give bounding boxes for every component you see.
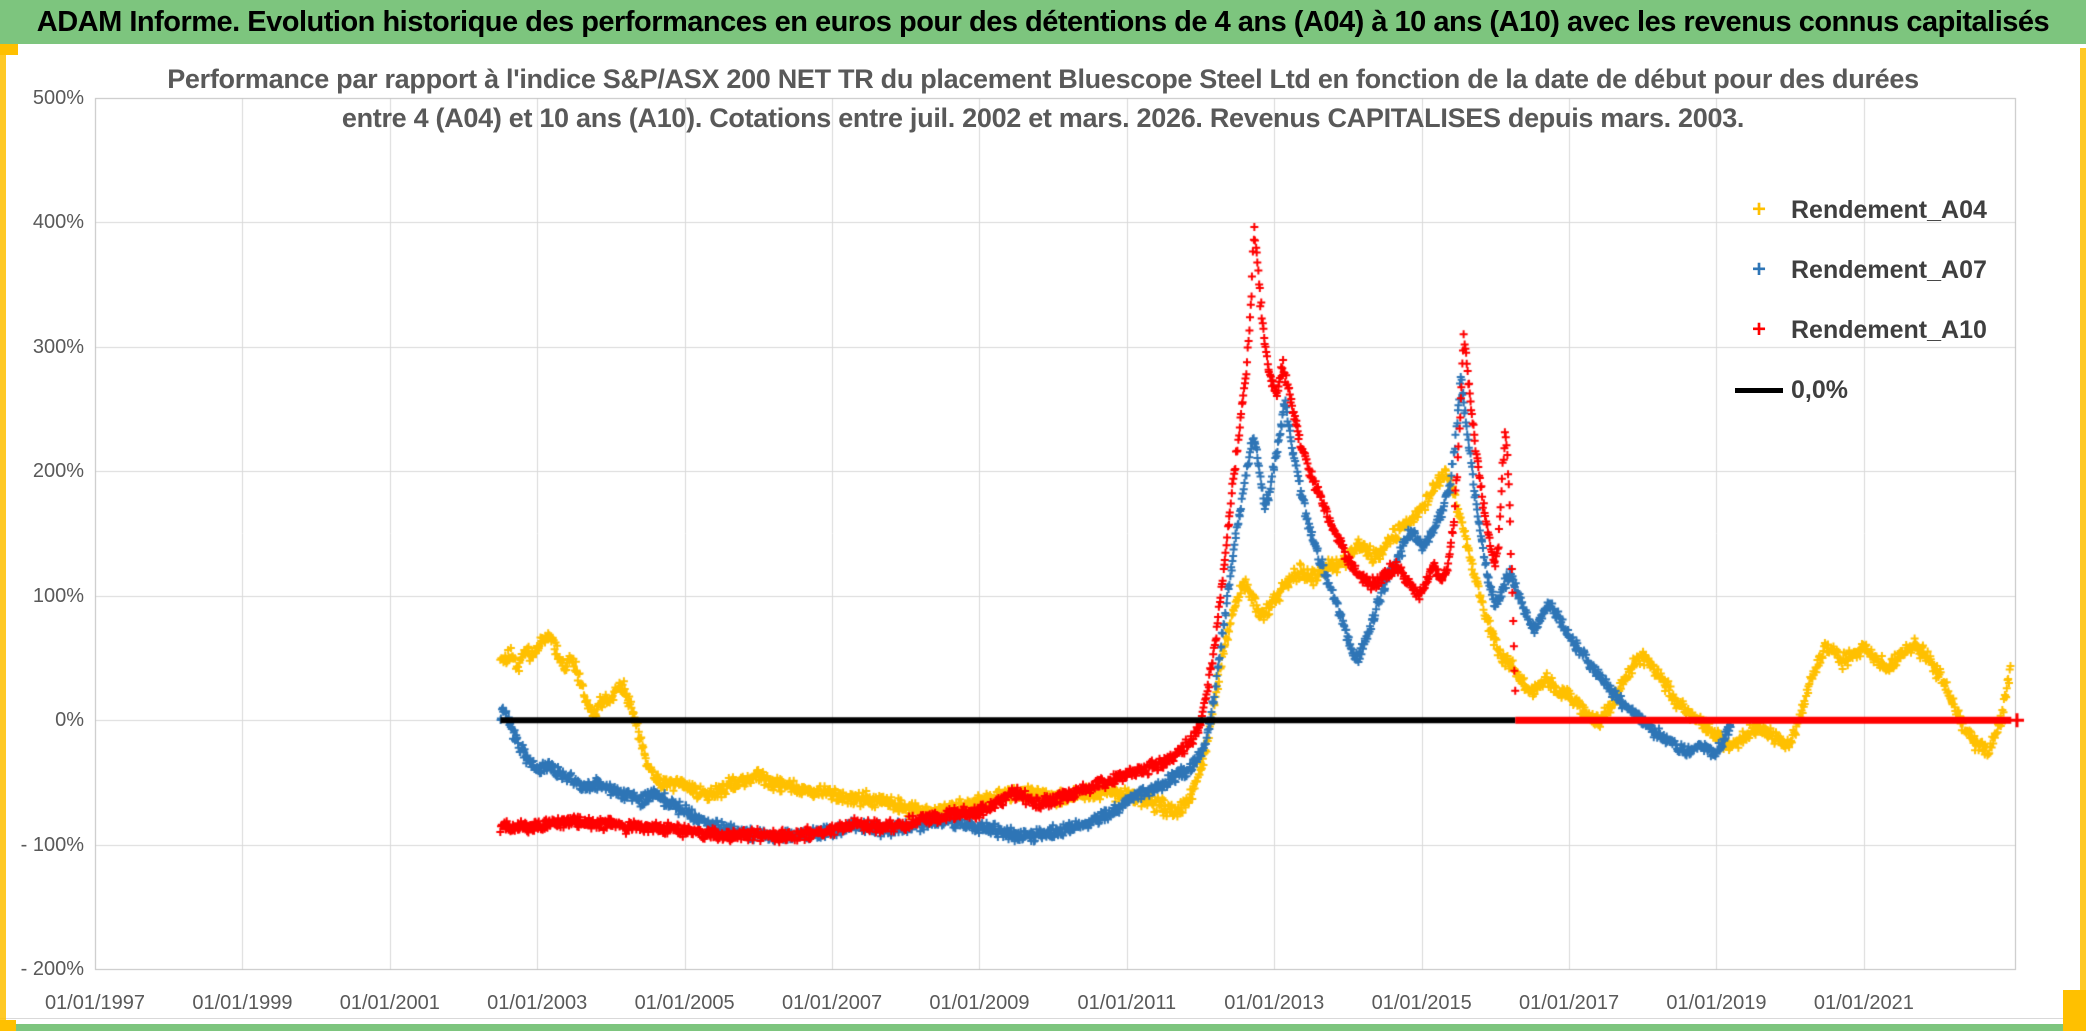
y-tick-label: 500%	[32, 87, 84, 109]
legend-plus-marker-icon: +	[1751, 196, 1766, 223]
x-tick-label: 01/01/2009	[929, 992, 1030, 1014]
x-tick-label: 01/01/2013	[1224, 992, 1325, 1014]
legend-label: Rendement_A10	[1791, 315, 1987, 344]
x-tick-label: 01/01/1997	[44, 992, 146, 1014]
x-tick-label: 01/01/1999	[192, 992, 293, 1014]
top-left-accent-square	[0, 44, 18, 55]
x-tick-label: 01/01/2003	[487, 992, 588, 1014]
x-tick-label: 01/01/2021	[1813, 992, 1914, 1014]
x-tick-label: 01/01/2017	[1519, 992, 1620, 1014]
right-accent-strip	[2080, 48, 2086, 1031]
y-tick-label: - 200%	[20, 958, 84, 980]
y-tick-label: 0%	[55, 709, 84, 732]
legend-item-rendement-a10[interactable]: + Rendement_A10	[1735, 300, 1987, 360]
chart-title-line1: Performance par rapport à l'indice S&P/A…	[167, 64, 1919, 94]
legend-plus-marker-icon: +	[1751, 256, 1766, 283]
x-tick-label: 01/01/2019	[1666, 992, 1767, 1014]
legend-plus-marker-icon: +	[1751, 316, 1766, 343]
bottom-green-bar	[0, 1024, 2086, 1031]
bottom-right-accent-block	[2063, 990, 2086, 1031]
x-tick-label: 01/01/2007	[781, 992, 883, 1014]
legend-label: 0,0%	[1791, 375, 1848, 404]
y-tick-label: 100%	[32, 584, 84, 607]
y-tick-label: 400%	[32, 211, 84, 234]
bottom-left-accent-square	[0, 1020, 16, 1031]
x-tick-label: 01/01/2015	[1371, 992, 1472, 1014]
y-tick-label: - 100%	[20, 833, 84, 856]
chart-title-block: Performance par rapport à l'indice S&P/A…	[0, 60, 2086, 138]
x-tick-label: 01/01/2011	[1077, 992, 1177, 1014]
legend-line-swatch	[1735, 387, 1783, 393]
chart-title-line2: entre 4 (A04) et 10 ans (A10). Cotations…	[341, 103, 1745, 133]
legend-label: Rendement_A07	[1791, 255, 1987, 284]
x-tick-label: 01/01/2001	[339, 992, 440, 1014]
x-tick-label: 01/01/2005	[634, 992, 735, 1014]
y-tick-label: 300%	[32, 335, 84, 358]
left-accent-strip	[0, 44, 6, 1031]
legend-label: Rendement_A04	[1791, 195, 1987, 224]
chart-legend: + Rendement_A04 + Rendement_A07 + Rendement_A…	[1735, 180, 1987, 420]
legend-item-0-0-[interactable]: 0,0%	[1735, 360, 1987, 420]
legend-item-rendement-a07[interactable]: + Rendement_A07	[1735, 240, 1987, 300]
y-tick-label: 200%	[32, 460, 84, 483]
bottom-hairline	[0, 1018, 2086, 1019]
legend-item-rendement-a04[interactable]: + Rendement_A04	[1735, 180, 1987, 240]
